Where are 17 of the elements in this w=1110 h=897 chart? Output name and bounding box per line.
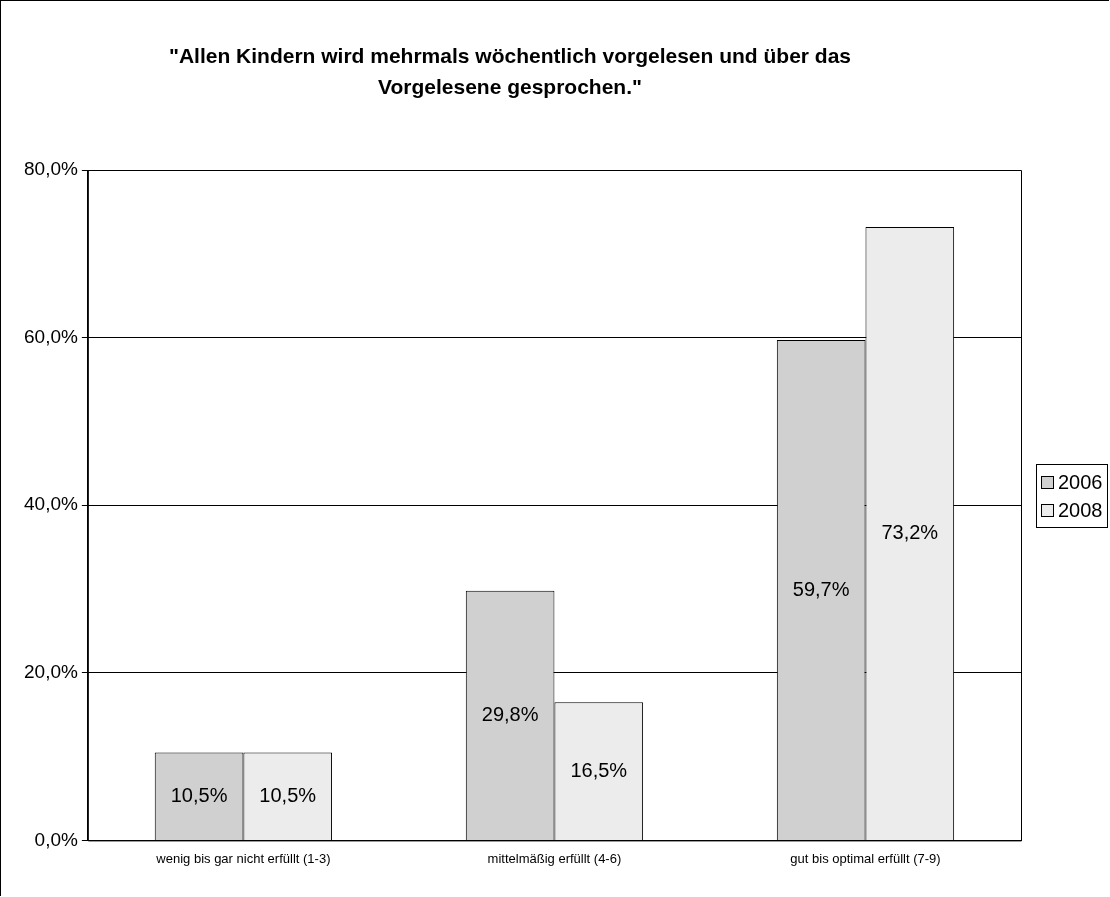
data-label: 73,2% [881,520,939,543]
data-label: 29,8% [481,702,539,725]
legend-label: 2008 [1058,498,1103,523]
y-tick-label: 20,0% [24,661,78,683]
chart-title: "Allen Kindern wird mehrmals wöchentlich vorgelesen und über das Vorgelesene gesprochen." [167,43,853,100]
y-tick-label: 40,0% [24,493,78,515]
legend-label: 2006 [1058,470,1103,495]
x-tick-label: gut bis optimal erfüllt (7-9) [790,850,941,866]
data-label: 16,5% [570,758,628,781]
data-label: 10,5% [170,783,228,806]
data-label: 10,5% [259,783,317,806]
y-tick-label: 80,0% [24,158,78,180]
y-tick-label: 0,0% [34,828,78,850]
x-tick-label: wenig bis gar nicht erfüllt (1-3) [155,850,331,866]
x-tick-label: mittelmäßig erfüllt (4-6) [487,850,622,866]
data-label: 59,7% [792,577,850,600]
y-tick-label: 60,0% [24,325,78,347]
